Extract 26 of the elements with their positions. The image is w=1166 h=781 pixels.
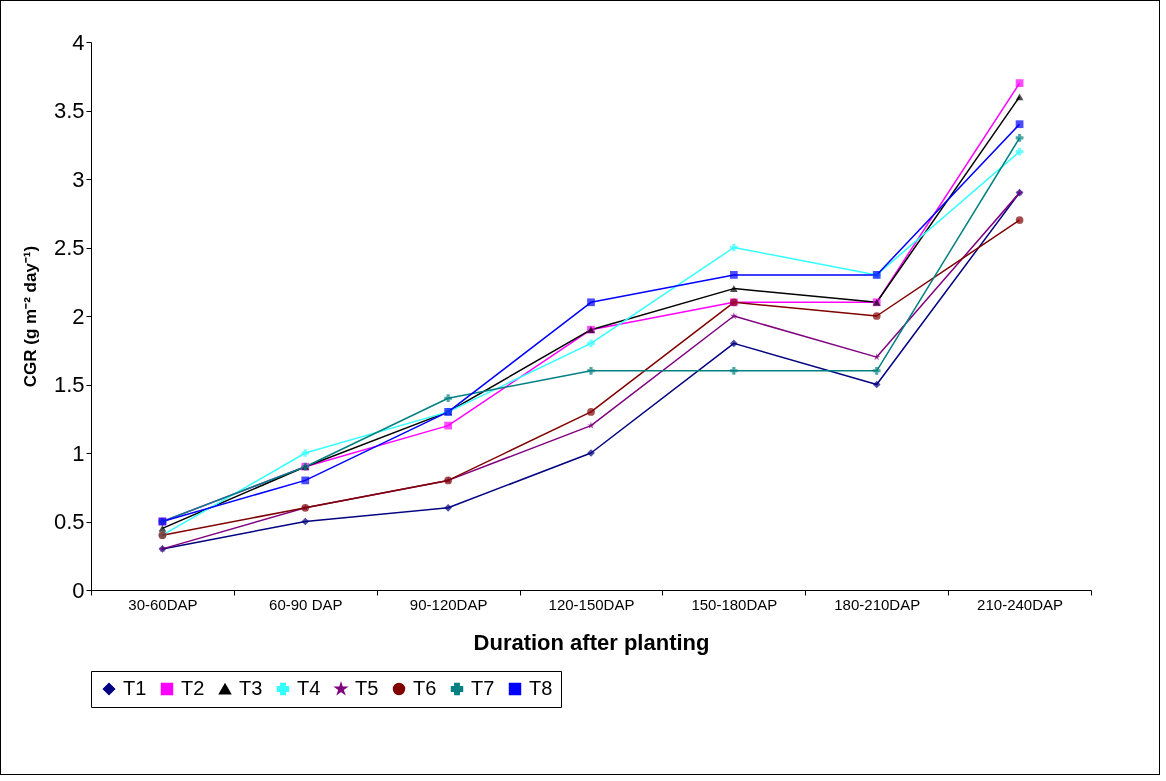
- legend-label: T8: [529, 677, 553, 699]
- y-axis-title: CGR (g m⁻² day⁻¹): [20, 245, 40, 388]
- x-axis-title: Duration after planting: [473, 629, 710, 655]
- y-tick-label: 1.5: [53, 372, 85, 397]
- legend-label: T1: [123, 677, 147, 699]
- x-tick-label: 30-60DAP: [128, 595, 198, 613]
- legend-label: T7: [471, 677, 495, 699]
- x-tick-label: 150-180DAP: [691, 595, 778, 613]
- x-tick-label: 90-120DAP: [409, 595, 488, 613]
- legend-label: T5: [355, 677, 379, 699]
- x-tick-label: 60-90 DAP: [269, 595, 343, 613]
- y-tick-label: 2.5: [53, 235, 85, 260]
- legend-label: T2: [181, 677, 205, 699]
- y-tick-label: 4: [72, 29, 85, 55]
- y-tick-label: 0: [72, 577, 85, 603]
- legend-label: T4: [297, 677, 321, 699]
- legend-label: T3: [239, 677, 263, 699]
- y-tick-label: 2: [72, 303, 85, 329]
- x-tick-label: 180-210DAP: [834, 595, 921, 613]
- y-tick-label: 0.5: [53, 509, 85, 534]
- x-tick-label: 210-240DAP: [977, 595, 1064, 613]
- y-tick-label: 1: [72, 440, 85, 466]
- y-tick-label: 3.5: [53, 98, 85, 123]
- legend-label: T6: [413, 677, 437, 699]
- y-tick-label: 3: [72, 166, 85, 192]
- x-tick-label: 120-150DAP: [548, 595, 635, 613]
